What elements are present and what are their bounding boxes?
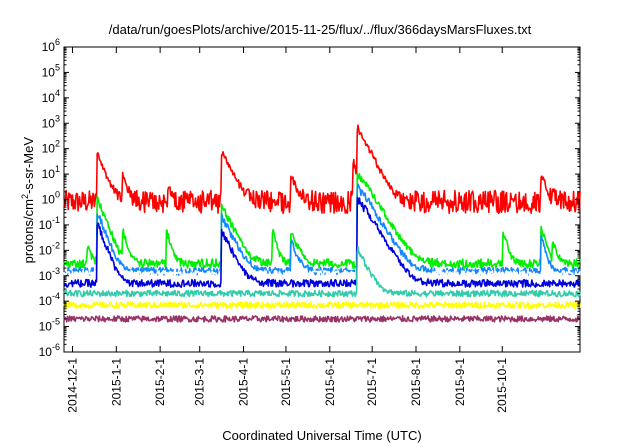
y-tick-exponent: -3 [52,266,60,276]
axis-layer: 10-610-510-410-310-210-11001011021031041… [39,37,580,413]
x-axis-label: Coordinated Universal Time (UTC) [222,428,422,443]
series-layer [63,124,581,323]
flux-series-3 [63,204,581,278]
y-tick-base: 10 [39,320,53,334]
y-tick-base: 10 [42,116,56,130]
chart-title: /data/run/goesPlots/archive/2015-11-25/f… [108,22,532,37]
x-tick-label: 2015-8-1 [409,358,423,406]
y-tick-base: 10 [39,218,53,232]
x-tick-label: 2015-1-1 [109,358,123,406]
flux-series-7 [63,315,581,323]
y-tick-base: 10 [42,40,56,54]
y-tick-exponent: 0 [55,190,60,200]
y-tick-base: 10 [42,65,56,79]
flux-series-1 [63,172,581,270]
y-tick-exponent: -1 [52,215,60,225]
x-tick-label: 2015-3-1 [193,358,207,406]
y-tick-label: 106 [42,37,60,54]
y-tick-base: 10 [42,167,56,181]
y-tick-label: 102 [42,139,60,156]
y-tick-label: 100 [42,190,60,207]
x-tick-label: 2014-12-1 [65,358,79,413]
y-tick-label: 10-6 [39,342,60,359]
y-tick-exponent: -4 [52,291,60,301]
y-tick-base: 10 [39,243,53,257]
y-tick-exponent: 3 [55,113,60,123]
x-tick-label: 2015-5-1 [279,358,293,406]
y-tick-exponent: 1 [55,164,60,174]
y-tick-base: 10 [42,142,56,156]
y-tick-label: 10-4 [39,291,60,308]
y-tick-label: 10-2 [39,240,60,257]
flux-series-0 [63,124,581,215]
y-tick-label: 105 [42,62,60,79]
flux-series-4 [63,196,581,289]
flux-series-6 [63,301,581,309]
y-tick-label: 10-1 [39,215,60,232]
y-tick-base: 10 [39,269,53,283]
flux-series-5 [63,246,581,298]
x-tick-label: 2015-10-1 [495,358,509,413]
x-tick-label: 2015-6-1 [323,358,337,406]
y-tick-exponent: -6 [52,342,60,352]
x-tick-label: 2015-2-1 [153,358,167,406]
y-tick-exponent: 4 [55,88,60,98]
y-tick-label: 101 [42,164,60,181]
y-tick-label: 10-3 [39,266,60,283]
y-tick-exponent: 2 [55,139,60,149]
y-tick-base: 10 [39,345,53,359]
x-tick-label: 2015-4-1 [237,358,251,406]
y-tick-base: 10 [39,294,53,308]
y-tick-exponent: -5 [52,317,60,327]
y-tick-label: 103 [42,113,60,130]
y-tick-label: 104 [42,88,60,105]
y-tick-exponent: -2 [52,240,60,250]
y-tick-base: 10 [42,91,56,105]
x-tick-label: 2015-7-1 [365,358,379,406]
y-tick-base: 10 [42,193,56,207]
x-tick-label: 2015-9-1 [453,358,467,406]
y-tick-exponent: 5 [55,62,60,72]
y-tick-exponent: 6 [55,37,60,47]
y-tick-label: 10-5 [39,317,60,334]
